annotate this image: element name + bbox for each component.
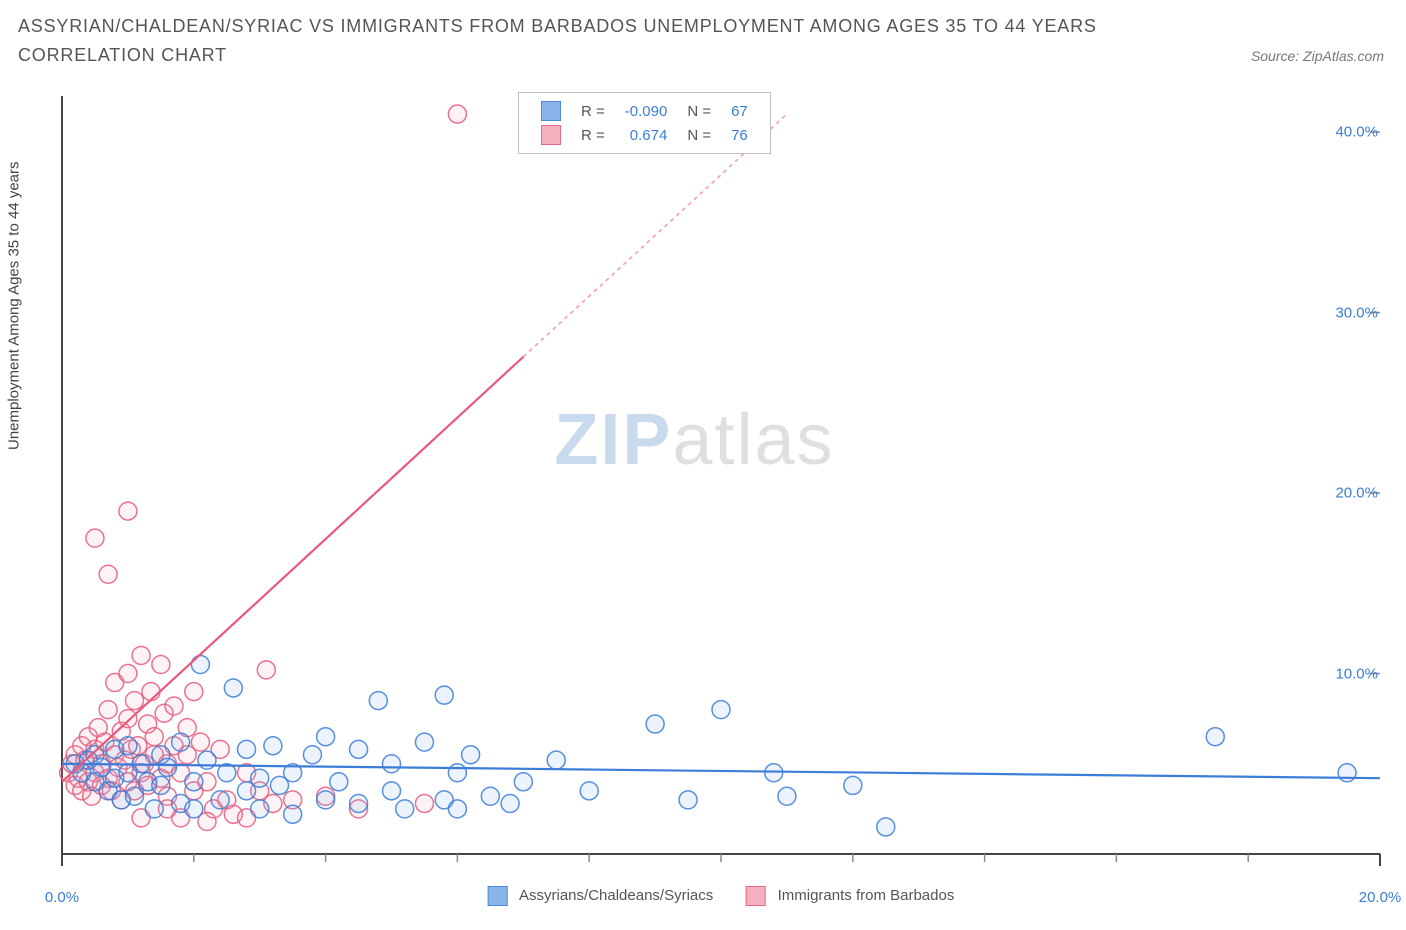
legend-stats-box: R = -0.090 N = 67 R = 0.674 N = 76 [518, 92, 771, 154]
legend-n-value-1: 76 [721, 123, 758, 147]
chart-svg [58, 92, 1384, 882]
chart-title: ASSYRIAN/CHALDEAN/SYRIAC VS IMMIGRANTS F… [18, 12, 1186, 70]
x-tick-label: 20.0% [1359, 889, 1402, 906]
y-tick-label: 40.0% [1335, 124, 1378, 141]
legend-bottom-swatch-0 [488, 886, 508, 906]
legend-r-label: R = [571, 123, 615, 147]
y-tick-label: 20.0% [1335, 485, 1378, 502]
legend-bottom-item-0: Assyrians/Chaldeans/Syriacs [488, 886, 714, 906]
legend-bottom-label-1: Immigrants from Barbados [778, 887, 955, 904]
legend-swatch-0 [541, 101, 561, 121]
legend-r-value-0: -0.090 [615, 99, 678, 123]
source-attribution: Source: ZipAtlas.com [1251, 48, 1384, 64]
legend-r-value-1: 0.674 [615, 123, 678, 147]
legend-stats-row-1: R = 0.674 N = 76 [531, 123, 758, 147]
legend-stats-row-0: R = -0.090 N = 67 [531, 99, 758, 123]
legend-bottom-swatch-1 [745, 886, 765, 906]
chart-plot-area: ZIPatlas R = -0.090 N = 67 R = 0.674 N =… [58, 92, 1384, 882]
legend-bottom: Assyrians/Chaldeans/Syriacs Immigrants f… [474, 886, 969, 906]
legend-n-label: N = [677, 123, 721, 147]
legend-swatch-1 [541, 125, 561, 145]
y-tick-label: 10.0% [1335, 665, 1378, 682]
legend-n-value-0: 67 [721, 99, 758, 123]
x-tick-label: 0.0% [45, 889, 79, 906]
y-axis-label: Unemployment Among Ages 35 to 44 years [6, 161, 23, 450]
y-tick-label: 30.0% [1335, 304, 1378, 321]
legend-n-label: N = [677, 99, 721, 123]
legend-r-label: R = [571, 99, 615, 123]
legend-bottom-item-1: Immigrants from Barbados [745, 886, 954, 906]
legend-bottom-label-0: Assyrians/Chaldeans/Syriacs [519, 887, 713, 904]
